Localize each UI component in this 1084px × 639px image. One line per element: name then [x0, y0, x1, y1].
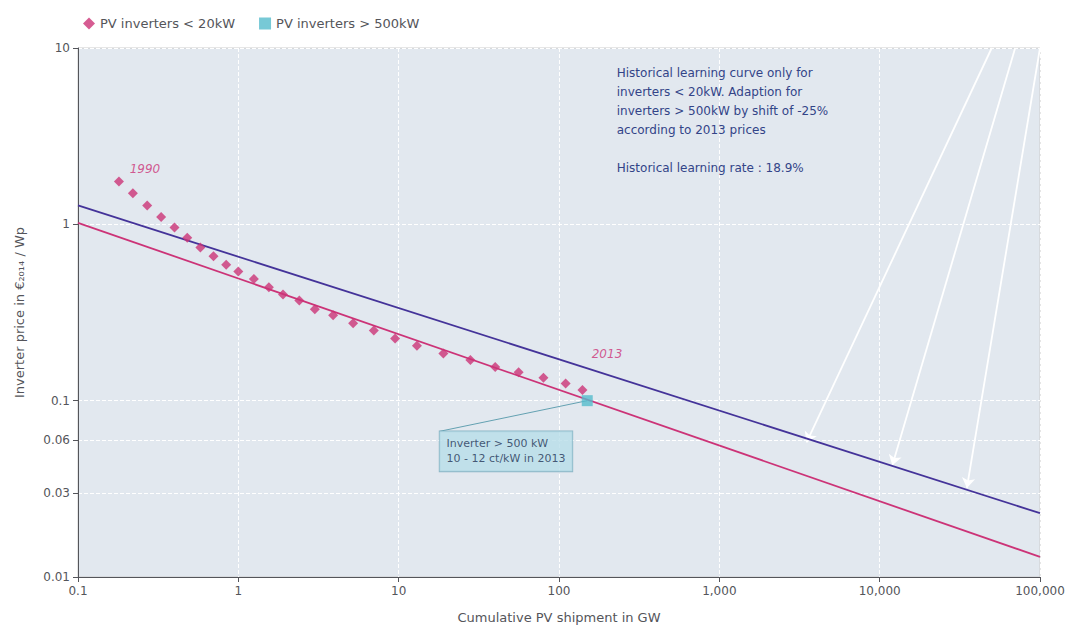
svg-text:Cumulative PV shipment in GW: Cumulative PV shipment in GW	[457, 610, 660, 625]
svg-text:10: 10	[391, 584, 406, 598]
svg-text:Inverter > 500 kW: Inverter > 500 kW	[447, 437, 549, 450]
svg-text:10,000: 10,000	[859, 584, 901, 598]
svg-text:PV inverters > 500kW: PV inverters > 500kW	[276, 16, 419, 31]
svg-text:2013: 2013	[592, 347, 623, 361]
svg-text:1,000: 1,000	[702, 584, 736, 598]
svg-text:100,000: 100,000	[1015, 584, 1065, 598]
svg-text:1: 1	[62, 217, 70, 231]
svg-text:inverters > 500kW by shift of: inverters > 500kW by shift of -25%	[617, 104, 829, 118]
svg-text:inverters < 20kW. Adaption for: inverters < 20kW. Adaption for	[617, 85, 803, 99]
svg-text:Historical learning curve only: Historical learning curve only for	[617, 66, 813, 80]
svg-text:0.03: 0.03	[43, 486, 70, 500]
svg-text:according to 2013 prices: according to 2013 prices	[617, 123, 766, 137]
svg-text:0.01: 0.01	[43, 570, 70, 584]
svg-text:10: 10	[55, 41, 70, 55]
svg-text:100: 100	[548, 584, 571, 598]
svg-text:1990: 1990	[130, 162, 161, 176]
svg-text:PV inverters < 20kW: PV inverters < 20kW	[100, 16, 235, 31]
svg-text:Historical learning rate : 18.: Historical learning rate : 18.9%	[617, 161, 804, 175]
svg-text:0.1: 0.1	[51, 394, 70, 408]
svg-text:10 - 12 ct/kW in 2013: 10 - 12 ct/kW in 2013	[447, 452, 566, 465]
svg-text:0.06: 0.06	[43, 433, 70, 447]
svg-text:0.1: 0.1	[68, 584, 87, 598]
svg-text:1: 1	[235, 584, 243, 598]
svg-text:Inverter price in €₂₀₁₄ / Wp: Inverter price in €₂₀₁₄ / Wp	[12, 227, 27, 398]
